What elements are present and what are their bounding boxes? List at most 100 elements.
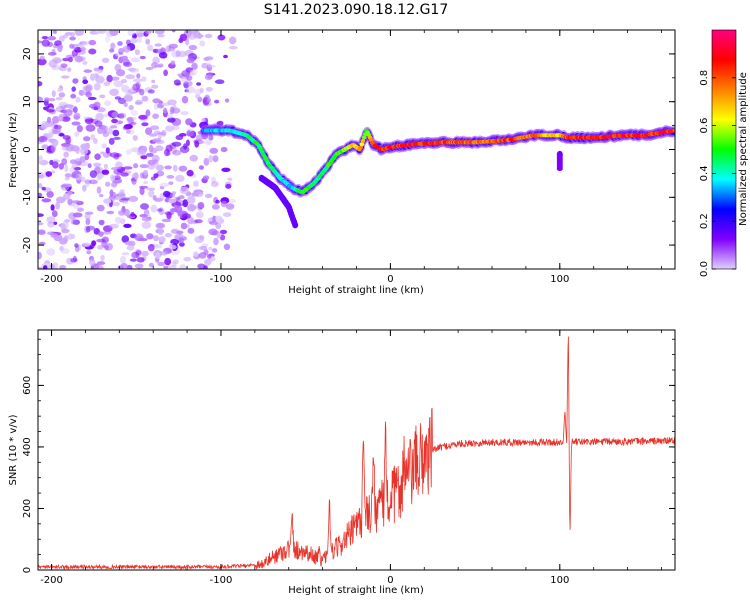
heatmap-noise-cell [206, 97, 211, 104]
heatmap-noise-cell [53, 221, 58, 225]
heatmap-noise-cell [155, 164, 164, 171]
heatmap-noise-cell [100, 151, 105, 155]
heatmap-noise-cell [38, 58, 47, 66]
heatmap-noise-cell [50, 170, 56, 174]
heatmap-noise-cell [70, 93, 77, 99]
heatmap-noise-cell [220, 200, 228, 208]
heatmap-noise-cell [96, 186, 102, 194]
heatmap-noise-cell [191, 192, 200, 197]
heatmap-noise-cell [93, 138, 98, 144]
heatmap-noise-cell [140, 155, 148, 160]
heatmap-noise-cell [67, 191, 73, 196]
heatmap-noise-cell [222, 212, 232, 218]
heatmap-noise-cell [79, 147, 89, 155]
heatmap-noise-cell [215, 215, 223, 223]
heatmap-noise-cell [202, 101, 212, 107]
heatmap-noise-cell [71, 164, 78, 168]
heatmap-noise-cell [199, 87, 204, 93]
heatmap-noise-cell [195, 211, 204, 219]
heatmap-noise-cell [170, 264, 177, 269]
heatmap-noise-cell [151, 61, 158, 69]
heatmap-noise-cell [97, 30, 107, 34]
heatmap-noise-cell [167, 112, 173, 119]
heatmap-noise-cell [93, 106, 99, 111]
heatmap-noise-cell [132, 33, 137, 39]
heatmap-noise-cell [128, 105, 134, 111]
heatmap-ridge-core [358, 145, 363, 150]
heatmap-noise-cell [96, 107, 106, 113]
y-tick-label: -10 [22, 189, 33, 205]
heatmap-noise-cell [64, 104, 74, 108]
heatmap-noise-cell [93, 83, 101, 91]
heatmap-noise-cell [227, 177, 233, 181]
heatmap-noise-cell [110, 125, 118, 129]
heatmap-noise-cell [132, 135, 138, 141]
heatmap-noise-cell [102, 231, 112, 235]
heatmap-noise-cell [70, 258, 78, 263]
heatmap-noise-cell [131, 251, 140, 259]
heatmap-noise-cell [70, 219, 77, 225]
heatmap-noise-cell [207, 64, 216, 68]
heatmap-noise-cell [129, 258, 137, 262]
heatmap-noise-cell [180, 111, 189, 116]
heatmap-noise-cell [155, 222, 166, 229]
heatmap-noise-cell [96, 261, 106, 265]
heatmap-noise-cell [79, 161, 89, 167]
heatmap-noise-cell [46, 190, 54, 198]
heatmap-noise-cell [84, 178, 91, 187]
heatmap-noise-cell [155, 30, 165, 35]
heatmap-noise-cell [41, 198, 52, 203]
heatmap-noise-cell [107, 126, 113, 135]
heatmap-noise-cell [184, 89, 189, 93]
heatmap-noise-cell [212, 215, 217, 222]
heatmap-noise-cell [58, 35, 65, 43]
heatmap-noise-cell [88, 48, 97, 55]
heatmap-noise-cell [121, 55, 128, 61]
heatmap-noise-cell [171, 30, 176, 33]
heatmap-noise-cell [74, 131, 80, 137]
heatmap-noise-cell [167, 117, 176, 123]
heatmap-noise-cell [150, 204, 158, 213]
heatmap-noise-cell [166, 265, 172, 269]
heatmap-noise-cell [145, 109, 151, 117]
heatmap-noise-cell [225, 203, 235, 210]
heatmap-noise-cell [41, 36, 49, 40]
heatmap-noise-cell [85, 118, 94, 122]
x-tick-label: 0 [387, 274, 393, 285]
heatmap-noise-cell [139, 55, 146, 60]
heatmap-noise-cell [134, 233, 144, 242]
heatmap-noise-cell [168, 198, 177, 204]
heatmap-noise-cell [130, 37, 138, 44]
heatmap-noise-cell [214, 79, 225, 84]
heatmap-noise-cell [47, 221, 55, 228]
heatmap-noise-cell [123, 58, 130, 66]
colorbar-gradient [712, 30, 736, 269]
heatmap-noise-cell [103, 198, 112, 204]
colorbar-label: Normalized spectral amplitude [738, 72, 749, 226]
heatmap-noise-cell [39, 55, 45, 60]
heatmap-noise-cell [86, 250, 92, 255]
heatmap-noise-cell [57, 115, 64, 122]
heatmap-noise-cell [156, 48, 164, 53]
heatmap-noise-cell [203, 265, 208, 269]
heatmap-noise-cell [38, 96, 44, 103]
heatmap-noise-cell [139, 185, 149, 189]
heatmap-noise-cell [89, 30, 97, 35]
heatmap-noise-cell [121, 84, 130, 93]
heatmap-noise-cell [61, 145, 70, 151]
heatmap-noise-cell [55, 201, 60, 210]
heatmap-noise-cell [165, 125, 175, 132]
heatmap-noise-cell [206, 253, 212, 259]
heatmap-noise-cell [163, 265, 169, 269]
heatmap-noise-cell [85, 84, 93, 92]
snr-x-label: Height of straight line (km) [288, 585, 424, 596]
heatmap-noise-cell [90, 133, 95, 141]
heatmap-noise-cell [98, 231, 104, 237]
heatmap-noise-cell [224, 98, 230, 103]
heatmap-noise-cell [98, 193, 104, 198]
heatmap-noise-cell [124, 241, 134, 246]
y-tick-label: -20 [22, 237, 33, 253]
heatmap-noise-cell [110, 174, 116, 182]
heatmap-noise-cell [64, 173, 72, 178]
heatmap-noise-cell [118, 210, 126, 216]
